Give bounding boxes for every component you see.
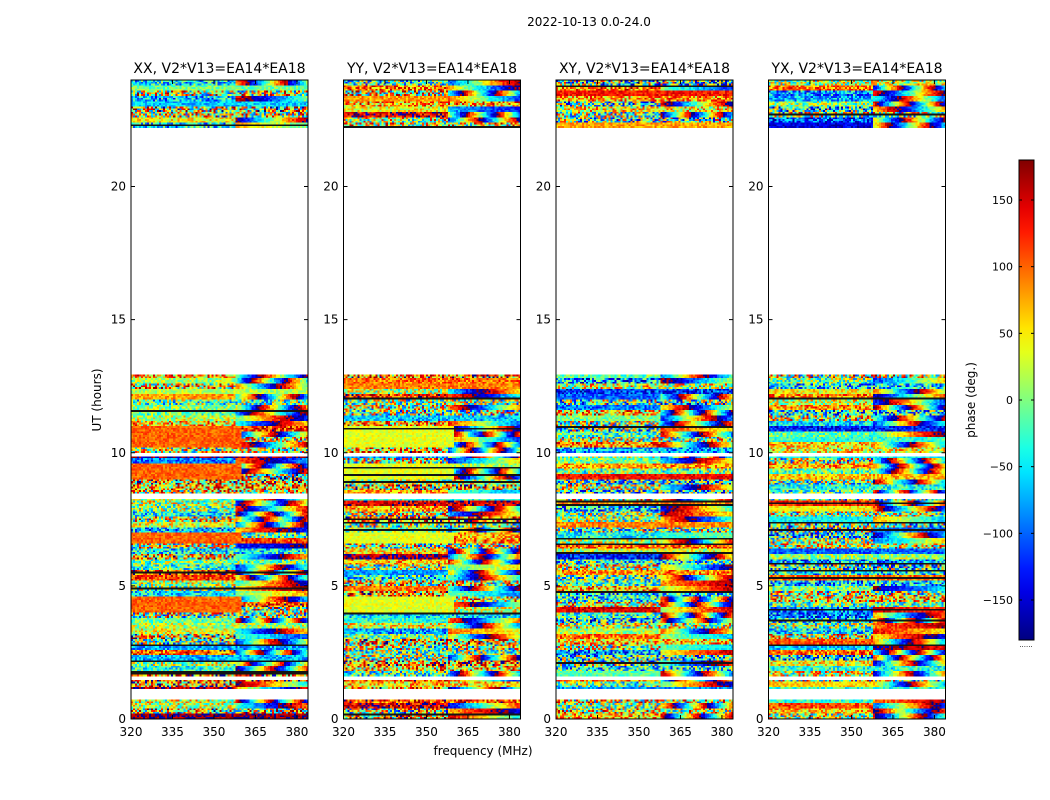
y-tick-label: 5 [331, 579, 339, 593]
x-tick-label: 350 [203, 725, 226, 739]
phase-heatmap-xy [556, 80, 733, 719]
x-tick-label: 380 [710, 725, 733, 739]
x-tick-label: 365 [457, 725, 480, 739]
x-tick-label: 350 [415, 725, 438, 739]
x-axis-label: frequency (MHz) [433, 744, 532, 758]
x-tick-label: 365 [244, 725, 267, 739]
y-tick-label: 20 [111, 180, 126, 194]
y-tick-label: 15 [536, 313, 551, 327]
y-tick-label: 5 [543, 579, 551, 593]
colorbar-tick-label: 50 [999, 327, 1013, 340]
x-tick-label: 380 [923, 725, 946, 739]
y-tick-label: 0 [331, 712, 339, 726]
x-tick-label: 335 [161, 725, 184, 739]
colorbar-tick-label: 0 [1006, 394, 1013, 407]
y-tick-label: 0 [118, 712, 126, 726]
y-tick-label: 20 [748, 180, 763, 194]
figure-suptitle: 2022-10-13 0.0-24.0 [527, 15, 651, 29]
x-tick-label: 380 [498, 725, 521, 739]
panel-frame-yx [768, 79, 946, 720]
panel-frame-xy [555, 79, 734, 720]
colorbar-tick-label: 100 [992, 261, 1013, 274]
panel-title-xx: XX, V2*V13=EA14*EA18 [133, 61, 305, 77]
phase-heatmap-yy [343, 80, 521, 719]
x-tick-label: 350 [628, 725, 651, 739]
x-tick-label: 320 [120, 725, 143, 739]
x-tick-label: 335 [586, 725, 609, 739]
x-tick-label: 365 [669, 725, 692, 739]
colorbar-label: phase (deg.) [964, 362, 978, 438]
colorbar: 150 100 50 0 −50 −100 −150 [983, 159, 1035, 641]
panel-title-xy: XY, V2*V13=EA14*EA18 [559, 61, 730, 77]
y-tick-label: 10 [111, 446, 126, 460]
y-tick-label: 0 [543, 712, 551, 726]
y-tick-label: 15 [748, 313, 763, 327]
phase-heatmap-xx [131, 80, 308, 719]
y-tick-label: 10 [323, 446, 338, 460]
colorbar-tick-label: −100 [983, 527, 1013, 540]
y-tick-label: 10 [748, 446, 763, 460]
panel-yx: YX, V2*V13=EA14*EA18 320 335 350 365 380 0 5 10 1… [748, 61, 946, 739]
panel-title-yx: YX, V2*V13=EA14*EA18 [770, 61, 942, 77]
x-tick-label: 335 [799, 725, 822, 739]
colorbar-footer: ...... [1019, 641, 1032, 649]
panels-group: XX, V2*V13=EA14*EA18 320 335 350 365 380 0 5 10 1… [111, 61, 946, 739]
y-tick-label: 15 [323, 313, 338, 327]
y-tick-label: 0 [756, 712, 764, 726]
y-axis-label: UT (hours) [90, 368, 104, 431]
panel-xx: XX, V2*V13=EA14*EA18 320 335 350 365 380 0 5 10 1… [111, 61, 309, 739]
phase-heatmap-yx [768, 80, 946, 719]
panel-frame-xx [130, 79, 309, 720]
x-tick-label: 320 [757, 725, 780, 739]
x-tick-label: 350 [840, 725, 863, 739]
y-tick-label: 20 [536, 180, 551, 194]
panel-title-yy: YY, V2*V13=EA14*EA18 [346, 61, 517, 77]
x-tick-label: 320 [332, 725, 355, 739]
panel-frame-yy [343, 79, 521, 720]
colorbar-tick-label: 150 [992, 194, 1013, 207]
x-tick-label: 380 [285, 725, 308, 739]
panel-xy: XY, V2*V13=EA14*EA18 320 335 350 365 380 0 5 10 1… [536, 61, 734, 739]
y-tick-label: 10 [536, 446, 551, 460]
y-tick-label: 20 [323, 180, 338, 194]
panel-yy: YY, V2*V13=EA14*EA18 320 335 350 365 380 0 5 10 1… [323, 61, 521, 739]
colorbar-tick-label: −50 [990, 461, 1013, 474]
x-tick-label: 365 [882, 725, 905, 739]
y-tick-label: 15 [111, 313, 126, 327]
x-tick-label: 335 [374, 725, 397, 739]
x-tick-label: 320 [545, 725, 568, 739]
y-tick-label: 5 [118, 579, 126, 593]
colorbar-tick-label: −150 [983, 594, 1013, 607]
y-tick-label: 5 [756, 579, 764, 593]
